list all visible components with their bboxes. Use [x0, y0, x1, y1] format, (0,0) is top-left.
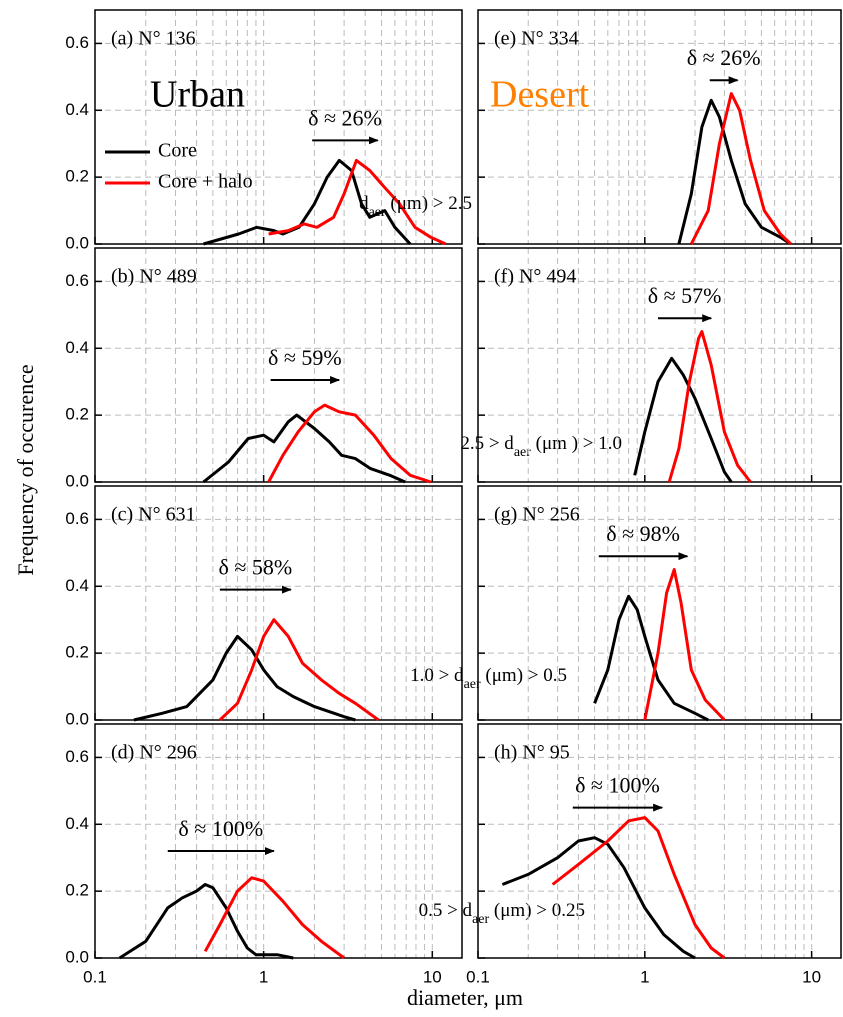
panel-label: (g) N° 256 — [494, 504, 580, 526]
y-tick-label: 0.0 — [65, 471, 89, 490]
range-label: daer (μm) > 2.5 — [359, 193, 472, 219]
y-tick-label: 0.2 — [65, 643, 89, 662]
x-tick-label: 10 — [802, 967, 821, 986]
range-label-part: aer — [464, 677, 481, 692]
panel-label: (a) N° 136 — [111, 28, 196, 50]
y-tick-label: 0.4 — [65, 338, 89, 357]
panel-frame — [94, 247, 463, 483]
delta-label: δ ≈ 100% — [575, 773, 660, 798]
y-axis-label: Frequency of occurence — [13, 364, 38, 575]
delta-label: δ ≈ 100% — [178, 816, 263, 841]
data-line — [267, 403, 432, 484]
range-label-part: aer — [514, 445, 531, 460]
y-tick-label: 0.6 — [65, 33, 89, 52]
panel-frame — [94, 723, 463, 959]
range-label: 1.0 > daer (μm) > 0.5 — [410, 665, 567, 691]
x-tick-label: 1 — [259, 967, 268, 986]
data-line — [203, 876, 345, 960]
panel-title: Urban — [150, 74, 245, 116]
range-label-part: d — [359, 193, 369, 214]
y-tick-label: 0.6 — [65, 271, 89, 290]
y-tick-label: 0.6 — [65, 747, 89, 766]
delta-label: δ ≈ 26% — [687, 45, 761, 70]
range-label-part: 1.0 > d — [410, 665, 464, 686]
panel-frame — [477, 485, 842, 721]
data-line — [667, 330, 752, 483]
y-tick-label: 0.4 — [65, 576, 89, 595]
panel-frame — [94, 485, 463, 721]
delta-label: δ ≈ 57% — [648, 283, 722, 308]
delta-label: δ ≈ 26% — [308, 105, 382, 130]
data-line — [203, 158, 412, 246]
panel-label: (f) N° 494 — [494, 266, 576, 288]
data-line — [118, 883, 294, 960]
range-label-part: (μm) > 0.5 — [481, 665, 567, 686]
delta-label: δ ≈ 58% — [218, 555, 292, 580]
legend-label: Core — [158, 140, 197, 162]
range-label-part: aer — [369, 205, 386, 220]
x-tick-label: 0.1 — [466, 967, 490, 986]
range-label: 0.5 > daer (μm) > 0.25 — [419, 900, 585, 926]
y-tick-label: 0.4 — [65, 814, 89, 833]
panel-label: (e) N° 334 — [494, 28, 579, 50]
data-line — [268, 158, 447, 246]
x-tick-label: 0.1 — [83, 967, 107, 986]
range-label-part: (μm ) > 1.0 — [531, 433, 622, 454]
y-tick-label: 0.2 — [65, 405, 89, 424]
panel-frame — [477, 723, 842, 959]
panel-label: (b) N° 489 — [111, 266, 197, 288]
y-tick-label: 0.0 — [65, 233, 89, 252]
range-label-part: (μm) > 2.5 — [386, 193, 472, 214]
panel-label: (c) N° 631 — [111, 504, 196, 526]
delta-label: δ ≈ 98% — [606, 521, 680, 546]
x-tick-label: 1 — [640, 967, 649, 986]
legend-label: Core + halo — [158, 171, 253, 193]
y-tick-label: 0.0 — [65, 709, 89, 728]
data-line — [501, 836, 696, 960]
x-axis-label: diameter, μm — [407, 985, 523, 1010]
panel-frame — [477, 247, 842, 483]
y-tick-label: 0.2 — [65, 167, 89, 186]
data-line — [218, 618, 380, 722]
data-line — [689, 92, 792, 246]
data-line — [551, 816, 726, 960]
range-label: 2.5 > daer (μm ) > 1.0 — [460, 433, 622, 459]
data-line — [593, 594, 709, 722]
range-label-part: 0.5 > d — [419, 900, 473, 921]
delta-label: δ ≈ 59% — [268, 345, 342, 370]
panel-frame — [94, 9, 463, 245]
panel-label: (h) N° 95 — [494, 742, 570, 764]
panel-title: Desert — [490, 74, 590, 116]
y-tick-label: 0.2 — [65, 881, 89, 900]
data-line — [633, 356, 733, 483]
x-tick-label: 10 — [423, 967, 442, 986]
data-line — [677, 98, 792, 246]
range-label-part: 2.5 > d — [460, 433, 514, 454]
y-tick-label: 0.0 — [65, 947, 89, 966]
data-line — [133, 634, 356, 722]
y-tick-label: 0.6 — [65, 509, 89, 528]
panel-frame — [477, 9, 842, 245]
data-line — [643, 568, 726, 722]
panel-label: (d) N° 296 — [111, 742, 197, 764]
range-label-part: (μm) > 0.25 — [489, 900, 585, 921]
y-tick-label: 0.4 — [65, 100, 89, 119]
range-label-part: aer — [472, 912, 489, 927]
